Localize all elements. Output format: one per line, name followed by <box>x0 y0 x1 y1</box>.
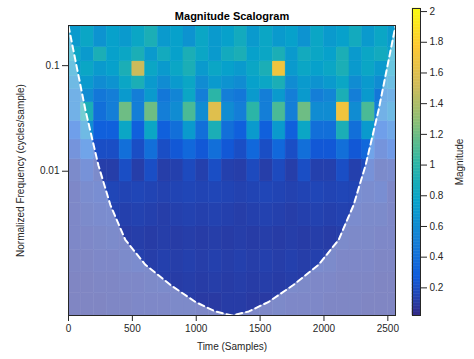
svg-text:1.2: 1.2 <box>430 129 444 140</box>
svg-text:1.4: 1.4 <box>430 98 444 109</box>
svg-text:Magnitude Scalogram: Magnitude Scalogram <box>175 10 290 22</box>
svg-text:1.6: 1.6 <box>430 67 444 78</box>
svg-text:1500: 1500 <box>249 323 272 334</box>
svg-text:1: 1 <box>430 159 436 170</box>
svg-text:0.8: 0.8 <box>430 190 444 201</box>
svg-text:500: 500 <box>124 323 141 334</box>
svg-text:Magnitude: Magnitude <box>454 138 465 185</box>
svg-text:0.01: 0.01 <box>40 165 60 176</box>
svg-text:0.4: 0.4 <box>430 251 444 262</box>
svg-text:0.2: 0.2 <box>430 282 444 293</box>
svg-text:0.6: 0.6 <box>430 221 444 232</box>
svg-text:1.8: 1.8 <box>430 36 444 47</box>
svg-text:0.1: 0.1 <box>46 60 60 71</box>
svg-text:2: 2 <box>430 6 436 17</box>
svg-text:Normalized Frequency (cycles/s: Normalized Frequency (cycles/sample) <box>15 84 26 257</box>
svg-text:2000: 2000 <box>313 323 336 334</box>
svg-text:1000: 1000 <box>185 323 208 334</box>
svg-text:Time (Samples): Time (Samples) <box>197 341 267 352</box>
svg-text:0: 0 <box>66 323 72 334</box>
svg-text:2500: 2500 <box>377 323 400 334</box>
